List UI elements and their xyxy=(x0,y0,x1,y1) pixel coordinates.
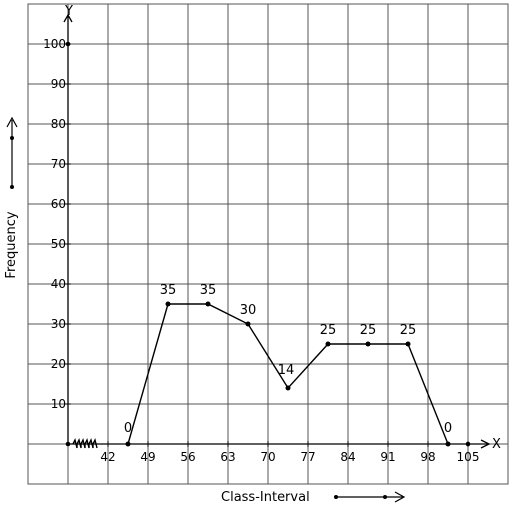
data-point xyxy=(205,301,211,307)
data-point xyxy=(285,385,291,391)
data-label: 30 xyxy=(240,303,257,318)
data-point xyxy=(405,341,411,347)
y-axis-arrowhead xyxy=(63,13,73,23)
y-axis-top-dot xyxy=(65,41,71,47)
data-label: 35 xyxy=(200,283,217,298)
x-tick-label: 42 xyxy=(100,450,115,464)
direction-arrows xyxy=(6,116,406,503)
x-tick-label: 56 xyxy=(180,450,195,464)
y-tick-label: 80 xyxy=(51,117,66,131)
tick-labels: 10 20 30 40 50 60 70 80 90 100 42 49 56 63 70 77 84 91 98 1… xyxy=(43,37,479,464)
origin-dot xyxy=(65,441,71,447)
ylabel-arrow-dot xyxy=(10,185,14,189)
x-tick-label: 84 xyxy=(340,450,355,464)
axis-break-zigzag xyxy=(72,437,98,449)
data-point xyxy=(365,341,371,347)
y-tick-label: 10 xyxy=(51,397,66,411)
data-label: 25 xyxy=(320,323,337,338)
x-tick-label: 91 xyxy=(380,450,395,464)
y-tick-label: 50 xyxy=(51,237,66,251)
axis-titles: Y X Class-Interval Frequency xyxy=(4,4,501,505)
x-tick-label: 63 xyxy=(220,450,235,464)
data-point xyxy=(125,441,131,447)
x-axis-title: Class-Interval xyxy=(221,490,310,505)
y-tick-label: 90 xyxy=(51,77,66,91)
data-label: 35 xyxy=(160,283,177,298)
ylabel-arrow-dot xyxy=(10,136,14,140)
x-axis-arrowhead xyxy=(480,439,491,449)
y-tick-label: 100 xyxy=(43,37,66,51)
data-point xyxy=(445,441,451,447)
data-label: 25 xyxy=(360,323,377,338)
data-point xyxy=(325,341,331,347)
x-tick-label: 77 xyxy=(300,450,315,464)
data-label: 14 xyxy=(278,363,295,378)
x-axis-letter: X xyxy=(492,437,501,452)
xlabel-arrow-dot xyxy=(383,495,387,499)
xlabel-arrow-head xyxy=(394,491,406,503)
data-point xyxy=(165,301,171,307)
y-tick-label: 60 xyxy=(51,197,66,211)
y-tick-label: 30 xyxy=(51,317,66,331)
x-tick-label: 49 xyxy=(140,450,155,464)
axes xyxy=(63,13,491,449)
data-label: 0 xyxy=(444,421,452,436)
y-tick-label: 70 xyxy=(51,157,66,171)
data-series: 0 35 35 30 14 25 25 25 0 xyxy=(124,283,452,447)
x-tick-label: 70 xyxy=(260,450,275,464)
grid-lines xyxy=(27,3,509,485)
y-axis-title: Frequency xyxy=(4,211,19,278)
xlabel-arrow-dot xyxy=(334,495,338,499)
data-label: 25 xyxy=(400,323,417,338)
x-tick-label: 105 xyxy=(457,450,480,464)
y-axis-letter: Y xyxy=(64,4,73,19)
data-point xyxy=(245,321,251,327)
ylabel-arrow-head xyxy=(6,116,18,128)
data-label: 0 xyxy=(124,421,132,436)
x-tick-label: 98 xyxy=(420,450,435,464)
y-tick-label: 40 xyxy=(51,277,66,291)
y-tick-label: 20 xyxy=(51,357,66,371)
